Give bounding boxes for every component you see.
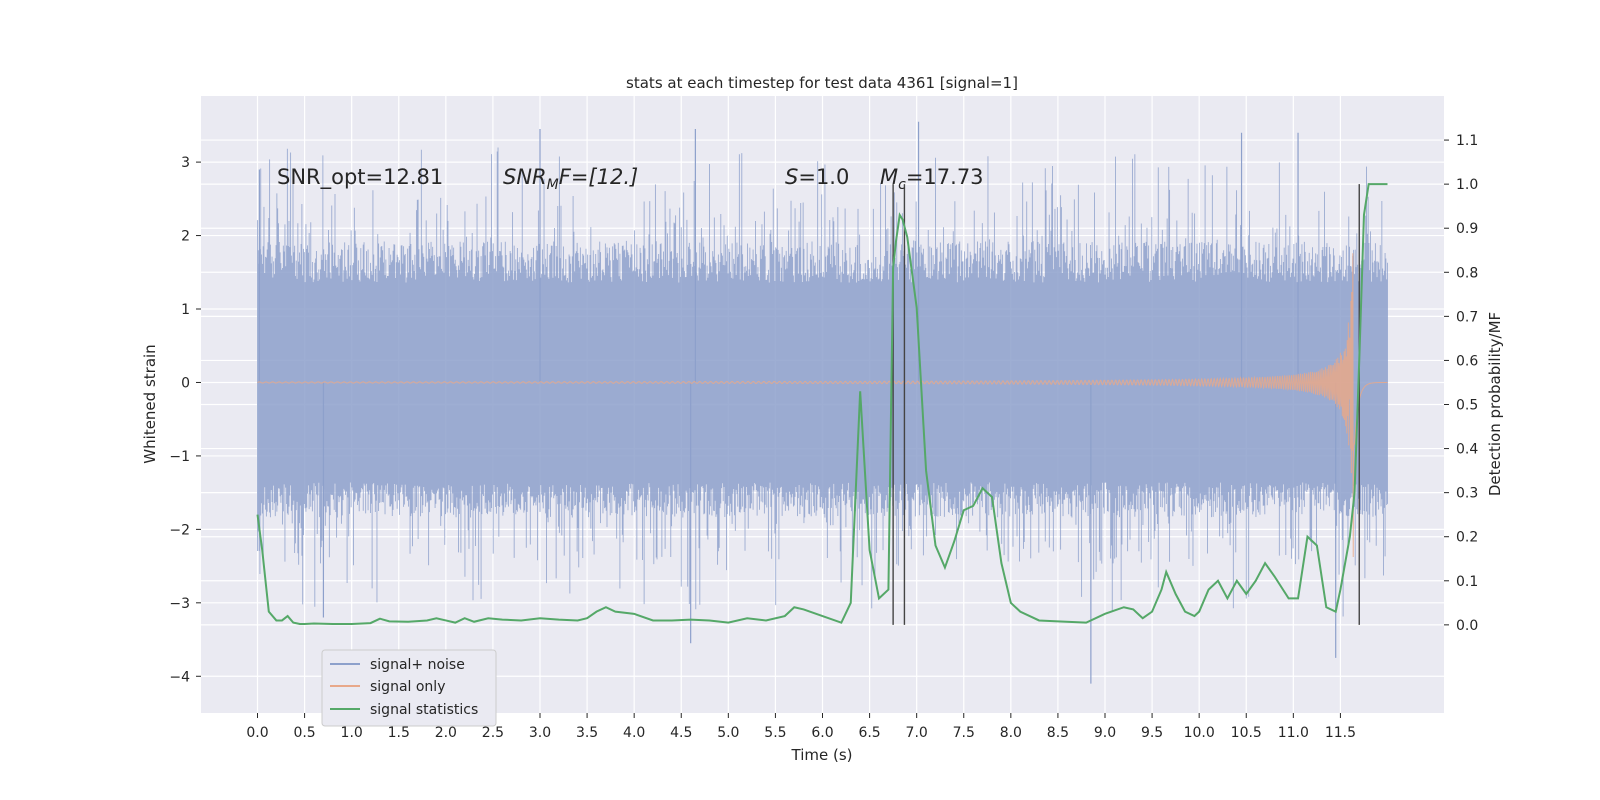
y-axis-label: Whitened strain xyxy=(141,344,159,463)
x-tick-label: 7.0 xyxy=(906,725,928,741)
x-tick-label: 2.0 xyxy=(435,725,457,741)
x-tick-label: 5.0 xyxy=(717,725,739,741)
annotation-snr-opt: SNR_opt=12.81 xyxy=(277,165,443,190)
x-tick-label: 8.5 xyxy=(1047,725,1069,741)
legend-box xyxy=(321,649,497,727)
x-tick-label: 1.0 xyxy=(341,725,363,741)
y-tick-label: −3 xyxy=(169,596,190,612)
signal-statistics-series xyxy=(256,183,1388,625)
y-tick-label: −2 xyxy=(169,522,190,538)
x-tick-label: 2.5 xyxy=(482,725,504,741)
y-tick-label: 3 xyxy=(181,155,190,171)
chart-title: stats at each timestep for test data 436… xyxy=(626,74,1018,92)
x-tick-label: 11.5 xyxy=(1325,725,1356,741)
x-tick-label: 9.0 xyxy=(1094,725,1116,741)
x-tick-label: 7.5 xyxy=(953,725,975,741)
y-tick-label: 2 xyxy=(181,229,190,245)
annotation-s: S=1.0 xyxy=(785,165,849,189)
x-tick-label: 0.0 xyxy=(246,725,268,741)
y-right-tick-label: 0.2 xyxy=(1456,530,1478,546)
signal-only-trace xyxy=(257,253,1388,557)
y-right-tick-label: 0.3 xyxy=(1456,486,1478,502)
annotation-snr-mf: SNRMF=[12.] xyxy=(503,165,638,193)
x-tick-label: 1.5 xyxy=(388,725,410,741)
y-tick-label: −4 xyxy=(169,669,190,685)
x-tick-label: 3.5 xyxy=(576,725,598,741)
x-axis-label: Time (s) xyxy=(791,746,853,764)
y-right-tick-label: 0.5 xyxy=(1456,398,1478,414)
y-right-tick-label: 1.0 xyxy=(1456,177,1478,193)
x-tick-label: 11.0 xyxy=(1278,725,1309,741)
y-tick-label: 1 xyxy=(181,302,190,318)
x-tick-label: 4.5 xyxy=(670,725,692,741)
x-tick-label: 6.5 xyxy=(858,725,880,741)
y-right-tick-label: 0.4 xyxy=(1456,442,1478,458)
x-tick-label: 8.0 xyxy=(1000,725,1022,741)
legend-label-signal-plus-noise: signal+ noise xyxy=(370,657,465,673)
legend: signal+ noise signal only signal statist… xyxy=(321,649,497,727)
y-axis-ticks: 3 2 1 0 −1 −2 −3 −4 xyxy=(169,155,201,685)
y-right-tick-label: 1.1 xyxy=(1456,133,1478,149)
signal-only-series xyxy=(257,253,1388,557)
x-tick-label: 6.0 xyxy=(811,725,833,741)
y-right-tick-label: 0.8 xyxy=(1456,265,1478,281)
x-tick-label: 9.5 xyxy=(1141,725,1163,741)
x-tick-label: 0.5 xyxy=(293,725,315,741)
y-right-axis-label: Detection probability/MF xyxy=(1486,312,1504,496)
y-right-tick-label: 0.6 xyxy=(1456,353,1478,369)
x-tick-label: 4.0 xyxy=(623,725,645,741)
legend-label-signal-statistics: signal statistics xyxy=(370,702,478,718)
y-tick-label: 0 xyxy=(181,375,190,391)
y-tick-label: −1 xyxy=(169,449,190,465)
y-right-tick-label: 0.1 xyxy=(1456,574,1478,590)
annotation-mc: Mc=17.73 xyxy=(880,165,984,193)
legend-label-signal-only: signal only xyxy=(370,679,445,695)
x-tick-label: 10.5 xyxy=(1231,725,1262,741)
y-right-axis-ticks: 1.1 1.0 0.9 0.8 0.7 0.6 0.5 0.4 0.3 0.2 0.1 0.0 xyxy=(1444,133,1478,634)
x-tick-label: 3.0 xyxy=(529,725,551,741)
y-right-tick-label: 0.7 xyxy=(1456,309,1478,325)
x-axis-ticks: 0.0 0.5 1.0 1.5 2.0 2.5 3.0 3.5 4.0 4.5 5.0 5.5 6.0 6… xyxy=(246,713,1356,741)
x-tick-label: 5.5 xyxy=(764,725,786,741)
y-right-tick-label: 0.9 xyxy=(1456,221,1478,237)
y-right-tick-label: 0.0 xyxy=(1456,618,1478,634)
vertical-marker-lines xyxy=(892,184,1360,625)
x-tick-label: 10.0 xyxy=(1184,725,1215,741)
signal-statistics-trace xyxy=(256,183,1388,625)
